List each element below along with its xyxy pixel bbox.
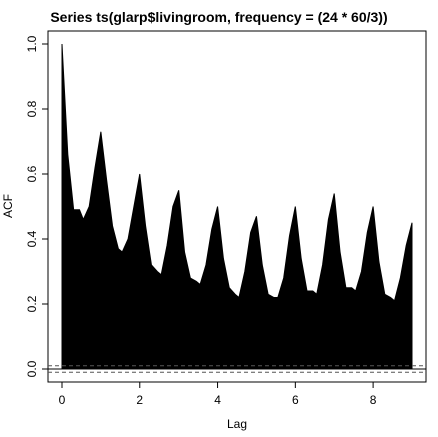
y-tick-label: 0.6 xyxy=(25,165,39,182)
x-tick-label: 6 xyxy=(292,393,299,407)
plot-area xyxy=(48,43,426,373)
acf-area xyxy=(61,43,413,370)
y-tick-label: 1.0 xyxy=(25,35,39,52)
y-tick-label: 0.8 xyxy=(25,100,39,117)
plot-frame xyxy=(47,30,427,383)
x-tick-label: 2 xyxy=(136,393,143,407)
x-axis: 0 2 4 6 8 xyxy=(59,382,377,407)
y-tick-label: 0.0 xyxy=(25,360,39,377)
x-tick-label: 0 xyxy=(59,393,66,407)
x-tick-label: 8 xyxy=(370,393,377,407)
y-tick-label: 0.4 xyxy=(25,230,39,247)
x-axis-label: Lag xyxy=(227,417,247,431)
chart-title: Series ts(glarp$livingroom, frequency = … xyxy=(50,9,387,25)
x-tick-label: 4 xyxy=(214,393,221,407)
y-axis: 0.0 0.2 0.4 0.6 0.8 1.0 xyxy=(25,35,48,377)
y-tick-label: 0.2 xyxy=(25,295,39,312)
y-axis-label: ACF xyxy=(1,194,15,218)
